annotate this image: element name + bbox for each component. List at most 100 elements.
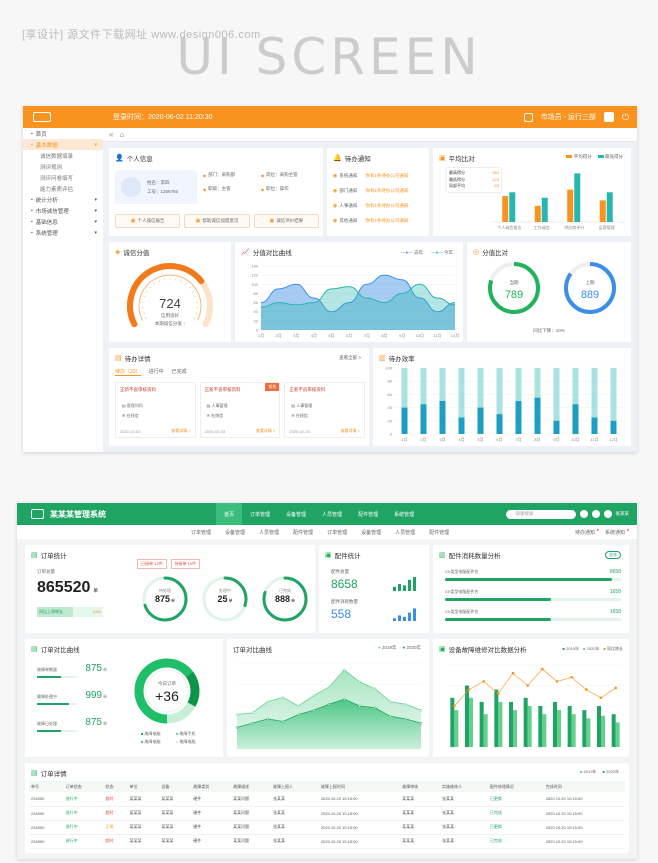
- growth-point: [526, 684, 529, 687]
- nav-item[interactable]: 设备管理: [286, 511, 307, 518]
- subnav-item[interactable]: 人员管理: [259, 529, 280, 536]
- task-card[interactable]: 正新不良审核资料 ▤ 人事管理 ✉ 在线信 2020-02-03 查看详情 >: [284, 382, 366, 438]
- subnav-item[interactable]: 设备管理: [225, 529, 246, 536]
- sidebar-item[interactable]: 测评问卷填写: [23, 172, 103, 183]
- avatar[interactable]: [603, 112, 614, 122]
- profile-action-button[interactable]: ▣ 帮助诚信加盟意见: [184, 214, 250, 228]
- fault-row: 故障单数量 875单: [37, 661, 107, 688]
- x-tick-label: 5月: [328, 333, 334, 338]
- notice-link[interactable]: 系统通知 ●: [604, 526, 629, 536]
- profile-action-button[interactable]: ▣ 个人诚信报告: [115, 214, 181, 228]
- period-tag[interactable]: 全年: [605, 551, 621, 559]
- task-tab[interactable]: 待办（20）: [115, 369, 141, 376]
- bar-done: [553, 420, 560, 434]
- todo-item[interactable]: ◉ 人事通知 你有1条待办公司通知: [333, 198, 425, 213]
- avatar[interactable]: [603, 510, 612, 518]
- fault-card: ▣ 设备故障维修对比数据分析 ■ 2019年 ■ 2020年 ■ 同比增长: [433, 639, 629, 757]
- fullscreen-icon[interactable]: [523, 112, 533, 122]
- nav-item[interactable]: 配件管理: [358, 511, 379, 518]
- message-icon[interactable]: [579, 510, 588, 518]
- growth-point: [467, 688, 471, 691]
- search-input[interactable]: 快速搜索: [505, 509, 576, 519]
- fault-row-value: 875单: [85, 663, 107, 674]
- subnav-item[interactable]: 设备管理: [361, 529, 382, 536]
- sidebar-item[interactable]: ▪ 基础信息 ▾: [23, 216, 103, 227]
- table-row[interactable]: 234900 进行中 超时 某某某 某某某 硬件 某某问题 张某某 2020.10.20 10:…: [29, 792, 625, 806]
- sidebar-item[interactable]: 诚信数据填录: [23, 150, 103, 161]
- sidebar-item[interactable]: 测评规则: [23, 161, 103, 172]
- bar-done: [420, 404, 427, 434]
- settings-icon[interactable]: [591, 510, 600, 518]
- sidebar-item[interactable]: ▪ 首页: [23, 128, 103, 139]
- series-area: [237, 699, 421, 749]
- collapse-icon[interactable]: «: [109, 130, 114, 139]
- todo-item[interactable]: ◉ 系统通知 你有1条待办公司通知: [333, 168, 425, 183]
- todo-item[interactable]: ◉ 部门通知 你有1条待办公司通知: [333, 183, 425, 198]
- bar-2019: [567, 706, 572, 747]
- subnav-item[interactable]: 订单管理: [191, 529, 212, 536]
- sidebar-item[interactable]: ▪ 市场诚信管理 ▾: [23, 205, 103, 216]
- notice-dot: ●: [626, 526, 629, 532]
- gauge-tick: [142, 312, 146, 314]
- donut-fill: [134, 658, 200, 724]
- y-tick-label: 20: [254, 318, 259, 323]
- bar-done: [572, 404, 579, 434]
- gauge-tick: [180, 280, 182, 283]
- todo-item[interactable]: ◉ 其他通知 你有1条待办公司通知: [333, 213, 425, 228]
- power-icon[interactable]: ⏻: [621, 111, 629, 122]
- field-icon: ◆: [203, 172, 207, 178]
- fault-fill: [37, 730, 61, 732]
- x-tick-label: 10月: [416, 333, 424, 338]
- order-icon: ▤: [31, 552, 38, 559]
- user-role[interactable]: 市场员 - 运行三部: [540, 114, 596, 121]
- nav-item[interactable]: 系统管理: [394, 511, 415, 518]
- task-card-title: 正新不良审核资料: [289, 387, 326, 392]
- bar-total: [477, 368, 484, 434]
- task-detail-link[interactable]: 查看详情 >: [255, 428, 276, 433]
- bar-2019: [611, 714, 616, 747]
- bar-total: [420, 368, 427, 434]
- task-detail-link[interactable]: 查看详情 >: [171, 428, 191, 433]
- y-tick-label: 0: [256, 328, 259, 333]
- task-tab[interactable]: 已完成: [171, 369, 187, 375]
- task-tab[interactable]: 进行中: [148, 369, 164, 375]
- sidebar-item[interactable]: ▪ 统计分析 ▾: [23, 194, 103, 205]
- table-cell: 2020.10.20 10:15:00: [320, 824, 358, 830]
- subnav-item[interactable]: 订单管理: [327, 529, 348, 536]
- nav-item[interactable]: 人员管理: [322, 511, 343, 518]
- table-cell: 234900: [31, 838, 45, 844]
- task-card[interactable]: 正新不良审核资料 紧急 ▤ 人事管理 ✉ 在线信 2020-02-03 查看详情 >: [199, 382, 281, 438]
- nav-item[interactable]: 首页: [216, 503, 243, 525]
- profile-action-button[interactable]: ▣ 诚信评价结果: [253, 214, 319, 228]
- nav-item[interactable]: 订单管理: [250, 511, 271, 518]
- subnav-item[interactable]: 配件管理: [293, 529, 314, 536]
- series-point: [389, 700, 392, 703]
- ring-label: 处理中: [219, 588, 231, 593]
- subnav-item[interactable]: 配件管理: [429, 529, 450, 536]
- growth-point: [482, 680, 485, 683]
- home-icon[interactable]: ⌂: [119, 130, 125, 139]
- efficiency-card: ▥ 待办效率 100 80 60 40 20 0 1月 2月 3月 4月 5月 6月 7月 8月 9月 10月 1…: [373, 348, 631, 446]
- sidebar-item[interactable]: 能力素质评估: [23, 183, 103, 194]
- table-row[interactable]: 234900 进行中 超时 某某某 某某某 硬件 某某问题 张某某 2020.10.20 10:…: [29, 806, 625, 820]
- legend-item: ■ 2019年: [562, 646, 579, 651]
- task-card[interactable]: 正新不良审核资料 ▤ 医保问问 ✉ 在线信 2020-02-03 查看详情 >: [115, 382, 196, 438]
- view-all-link[interactable]: 查看全部 >: [339, 355, 361, 360]
- table-icon: ▤: [31, 770, 38, 777]
- doc-icon: ▤: [122, 403, 127, 408]
- bar: [534, 205, 541, 222]
- x-tick-label: 3月: [293, 333, 299, 338]
- task-detail-link[interactable]: 查看详情 >: [340, 428, 361, 433]
- user-name[interactable]: 张某某: [615, 511, 630, 516]
- series-point: [358, 680, 361, 684]
- growth-point: [511, 671, 515, 675]
- notice-link[interactable]: 待办通知 ●: [574, 526, 599, 536]
- table-cell: 某某问题: [233, 838, 250, 843]
- subnav-item[interactable]: 人员管理: [395, 529, 416, 536]
- bar-2020: [542, 714, 547, 747]
- consume-track: [445, 578, 621, 581]
- table-row[interactable]: 234900 进行中 超时 某某某 某某某 硬件 某某问题 张某某 2020.10.20 10:…: [29, 834, 625, 848]
- table-row[interactable]: 234900 进行中 正常 某某某 某某某 硬件 某某问题 张某某 2020.10.20 10:…: [29, 820, 625, 834]
- sidebar-item[interactable]: ▪ 基本数据 ▾: [23, 139, 103, 150]
- sidebar-item[interactable]: ▪ 系统管理 ▾: [23, 227, 103, 238]
